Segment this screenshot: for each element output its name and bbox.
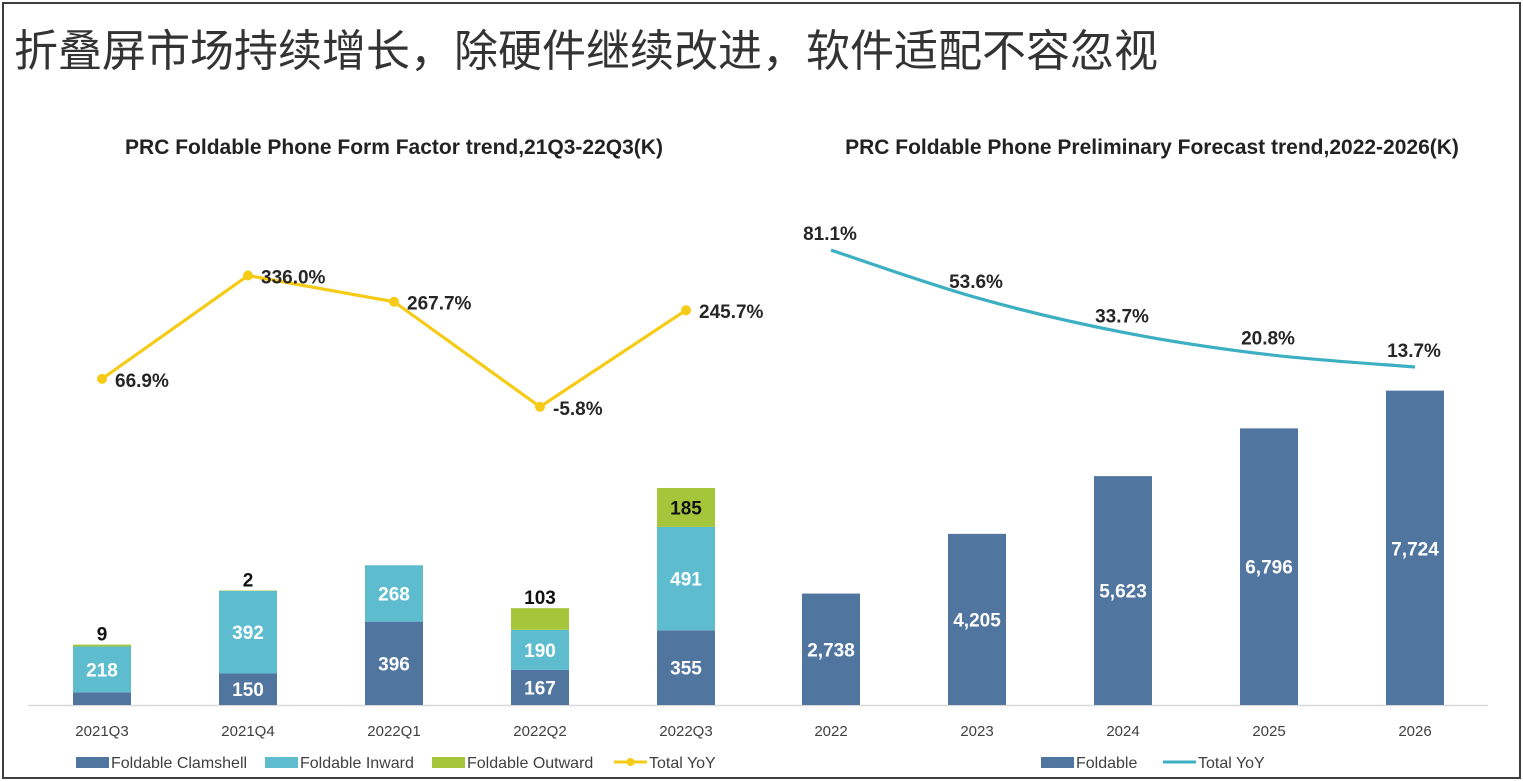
bar-foldable-clamshell-2022Q1 — [365, 621, 423, 705]
bar-foldable-inward-2022Q1 — [365, 565, 423, 622]
legend-foldable-clamshell-label: Foldable Clamshell — [111, 755, 247, 772]
bar-foldable-clamshell-2022Q3 — [657, 630, 715, 705]
bar-label-foldable-clamshell-2022Q1: 396 — [378, 654, 410, 675]
x-tick-label-2021Q4: 2021Q4 — [221, 723, 274, 740]
yoy-label-2025: 20.8% — [1241, 329, 1295, 350]
bar-label-foldable-inward-2022Q1: 268 — [378, 584, 410, 605]
bar-foldable-clamshell-2021Q3 — [73, 692, 131, 705]
legend-foldable-outward-label: Foldable Outward — [467, 755, 593, 772]
yoy-label-2023: 53.6% — [949, 272, 1003, 293]
bar-label-foldable-clamshell-2022Q2: 167 — [524, 678, 556, 699]
bar-foldable-inward-2021Q4 — [219, 590, 277, 674]
bar-foldable-2022 — [802, 593, 860, 705]
x-tick-label-2022: 2022 — [814, 723, 847, 740]
bar-label-foldable-inward-2021Q3: 218 — [86, 660, 118, 681]
x-tick-label-2025: 2025 — [1252, 723, 1285, 740]
bar-foldable-2025 — [1240, 428, 1298, 705]
bar-label-foldable-outward-2021Q4: 2 — [243, 570, 254, 591]
yoy-label-2021Q3: 66.9% — [115, 371, 169, 392]
yoy-label-2026: 13.7% — [1387, 341, 1441, 362]
legend-left-total-yoy-label: Total YoY — [649, 755, 716, 772]
x-tick-label-2021Q3: 2021Q3 — [75, 723, 128, 740]
bar-label-foldable-2022: 2,738 — [807, 640, 855, 661]
x-tick-label-2022Q3: 2022Q3 — [659, 723, 712, 740]
yoy-marker-2022Q3 — [681, 305, 691, 316]
bar-label-foldable-outward-2022Q2: 103 — [524, 588, 556, 609]
bar-label-foldable-inward-2022Q2: 190 — [524, 641, 556, 662]
bar-label-foldable-inward-2021Q4: 392 — [232, 623, 264, 644]
x-tick-label-2024: 2024 — [1106, 723, 1139, 740]
left-total-yoy-line — [101, 273, 687, 409]
right-chart-title: PRC Foldable Phone Preliminary Forecast … — [845, 136, 1459, 159]
bar-foldable-clamshell-2021Q4 — [219, 673, 277, 705]
bar-label-foldable-clamshell-2022Q3: 355 — [670, 659, 702, 680]
bar-foldable-outward-2022Q2 — [511, 608, 569, 630]
bar-foldable-2023 — [948, 533, 1006, 705]
yoy-marker-2022Q1 — [389, 296, 399, 307]
yoy-label-2021Q4: 336.0% — [261, 268, 326, 289]
bar-label-foldable-inward-2022Q3: 491 — [670, 570, 702, 591]
legend-foldable-clamshell-swatch — [76, 757, 109, 768]
bar-label-foldable-2026: 7,724 — [1391, 540, 1439, 561]
bar-foldable-clamshell-2022Q2 — [511, 669, 569, 705]
page-title: 折叠屏市场持续增长，除硬件继续改进，软件适配不容忽视 — [14, 26, 1158, 77]
yoy-label-2022Q3: 245.7% — [699, 302, 764, 323]
yoy-label-2024: 33.7% — [1095, 306, 1149, 327]
legend-foldable-swatch — [1041, 757, 1074, 768]
bar-foldable-outward-2021Q3 — [73, 644, 131, 647]
bar-foldable-2026 — [1386, 390, 1444, 705]
legend-foldable-outward-swatch — [432, 757, 465, 768]
x-tick-label-2022Q1: 2022Q1 — [367, 723, 420, 740]
bar-label-foldable-2024: 5,623 — [1099, 582, 1147, 603]
yoy-label-2022: 81.1% — [803, 224, 857, 245]
bar-foldable-2024 — [1094, 476, 1152, 705]
bar-label-foldable-2025: 6,796 — [1245, 558, 1293, 579]
legend-foldable-label: Foldable — [1076, 755, 1137, 772]
yoy-marker-2022Q2 — [535, 401, 545, 412]
x-tick-label-2023: 2023 — [960, 723, 993, 740]
bar-foldable-inward-2022Q2 — [511, 629, 569, 670]
legend-foldable-inward-label: Foldable Inward — [300, 755, 414, 772]
yoy-marker-2021Q4 — [243, 270, 253, 281]
yoy-label-2022Q1: 267.7% — [407, 294, 472, 315]
yoy-marker-2021Q3 — [97, 373, 107, 384]
legend-foldable-inward-swatch — [265, 757, 298, 768]
x-tick-label-2022Q2: 2022Q2 — [513, 723, 566, 740]
bar-label-foldable-2023: 4,205 — [953, 610, 1001, 631]
left-chart-title: PRC Foldable Phone Form Factor trend,21Q… — [125, 136, 663, 159]
legend-right-total-yoy-label: Total YoY — [1198, 755, 1265, 772]
right-total-yoy-line — [830, 248, 1416, 369]
bar-label-foldable-outward-2021Q3: 9 — [97, 625, 108, 646]
bar-foldable-inward-2022Q3 — [657, 526, 715, 631]
bar-label-foldable-clamshell-2021Q4: 150 — [232, 680, 264, 701]
yoy-label-2022Q2: -5.8% — [553, 399, 603, 420]
bar-foldable-inward-2021Q3 — [73, 646, 131, 693]
x-tick-label-2026: 2026 — [1398, 723, 1431, 740]
bar-label-foldable-outward-2022Q3: 185 — [670, 498, 702, 519]
legend-left-total-yoy-marker — [626, 758, 635, 766]
bar-foldable-outward-2022Q3 — [657, 487, 715, 527]
